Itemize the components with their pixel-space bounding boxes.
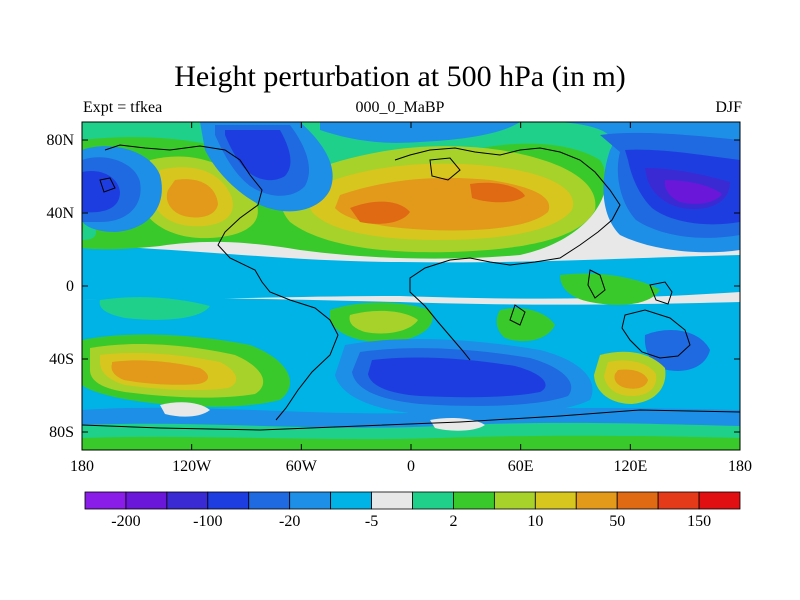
- colorbar-label: -200: [111, 513, 140, 530]
- colorbar-box: [575, 491, 618, 510]
- colorbar-box: [207, 491, 250, 510]
- colorbar-box: [657, 491, 700, 510]
- colorbar: -200 -100 -20 -5 2 10 50 150: [84, 491, 741, 530]
- season-label: DJF: [715, 99, 742, 116]
- colorbar-box: [412, 491, 454, 510]
- colorbar-label: 2: [449, 513, 457, 530]
- colorbar-box: [166, 491, 209, 510]
- colorbar-box: [698, 491, 741, 510]
- map-title: Height perturbation at 500 hPa (in m): [174, 60, 626, 93]
- colorbar-box: [534, 491, 577, 510]
- colorbar-box: [84, 491, 127, 510]
- y-tick-label: 0: [66, 278, 74, 295]
- x-tick-label: 120W: [172, 458, 212, 475]
- colorbar-box: [125, 491, 168, 510]
- colorbar-label: -20: [279, 513, 300, 530]
- y-tick-label: 80S: [49, 424, 74, 441]
- colorbar-label: -100: [193, 513, 222, 530]
- colorbar-label: -5: [365, 513, 378, 530]
- coastlines: [82, 144, 740, 431]
- contour-field: [82, 122, 740, 450]
- x-tick-label: 0: [407, 458, 415, 475]
- experiment-label: Expt = tfkea: [83, 99, 163, 116]
- x-tick-label: 60W: [286, 458, 318, 475]
- y-tick-group: 80N 40N 0 40S 80S: [46, 132, 740, 441]
- y-tick-label: 80N: [46, 132, 74, 149]
- y-tick-label: 40S: [49, 351, 74, 368]
- colorbar-box: [371, 491, 413, 510]
- colorbar-label: 150: [687, 513, 711, 530]
- colorbar-label: 50: [609, 513, 625, 530]
- colorbar-box: [616, 491, 659, 510]
- y-tick-label: 40N: [46, 205, 74, 222]
- colorbar-box: [289, 491, 332, 510]
- colorbar-label: 10: [527, 513, 543, 530]
- x-tick-label: 60E: [508, 458, 534, 475]
- colorbar-box: [248, 491, 291, 510]
- x-tick-label: 120E: [613, 458, 647, 475]
- colorbar-box: [453, 491, 495, 510]
- colorbar-box: [330, 491, 372, 510]
- x-tick-group: 180 120W 60W 0 60E 120E 180: [70, 122, 752, 475]
- x-tick-label: 180: [70, 458, 94, 475]
- x-tick-label: 180: [728, 458, 752, 475]
- colorbar-box: [493, 491, 536, 510]
- period-label: 000_0_MaBP: [355, 99, 445, 116]
